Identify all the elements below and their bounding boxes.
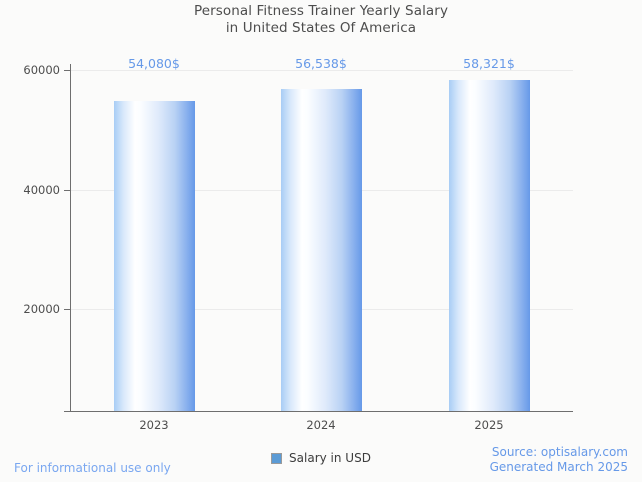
- gridline-60000: [70, 70, 573, 71]
- bar-label-2025: 58,321$: [463, 56, 515, 71]
- legend-label-salary-in-usd[interactable]: Salary in USD: [289, 451, 371, 465]
- ytick-mark-40000: [64, 190, 70, 191]
- chart-title-line-1: Personal Fitness Trainer Yearly Salary: [193, 3, 449, 19]
- chart-legend: Salary in USD: [0, 452, 642, 465]
- ytick-label-60000: 60000: [23, 63, 60, 77]
- y-axis-line: [70, 64, 71, 412]
- disclaimer-text: For informational use only: [14, 461, 171, 475]
- ytick-mark-60000: [64, 70, 70, 71]
- ytick-label-20000: 20000: [23, 302, 60, 316]
- ytick-mark-20000: [64, 309, 70, 310]
- bar-2025[interactable]: [449, 80, 530, 411]
- bar-2023[interactable]: [114, 101, 195, 411]
- bar-label-2023: 54,080$: [128, 56, 180, 71]
- source-block: Source: optisalary.com Generated March 2…: [490, 445, 628, 475]
- source-text: Source: optisalary.com: [491, 445, 628, 459]
- x-axis-line: [64, 411, 573, 412]
- chart-title-line-2: in United States Of America: [225, 20, 417, 36]
- xtick-label-2024: 2024: [306, 418, 336, 432]
- bar-label-2024: 56,538$: [295, 56, 347, 71]
- xtick-label-2025: 2025: [474, 418, 504, 432]
- legend-swatch-salary-in-usd: [271, 453, 283, 464]
- ytick-label-40000: 40000: [23, 183, 60, 197]
- generated-text: Generated March 2025: [489, 460, 628, 474]
- bar-2024[interactable]: [281, 89, 362, 411]
- xtick-label-2023: 2023: [139, 418, 169, 432]
- chart-title: Personal Fitness Trainer Yearly Salary i…: [0, 3, 642, 37]
